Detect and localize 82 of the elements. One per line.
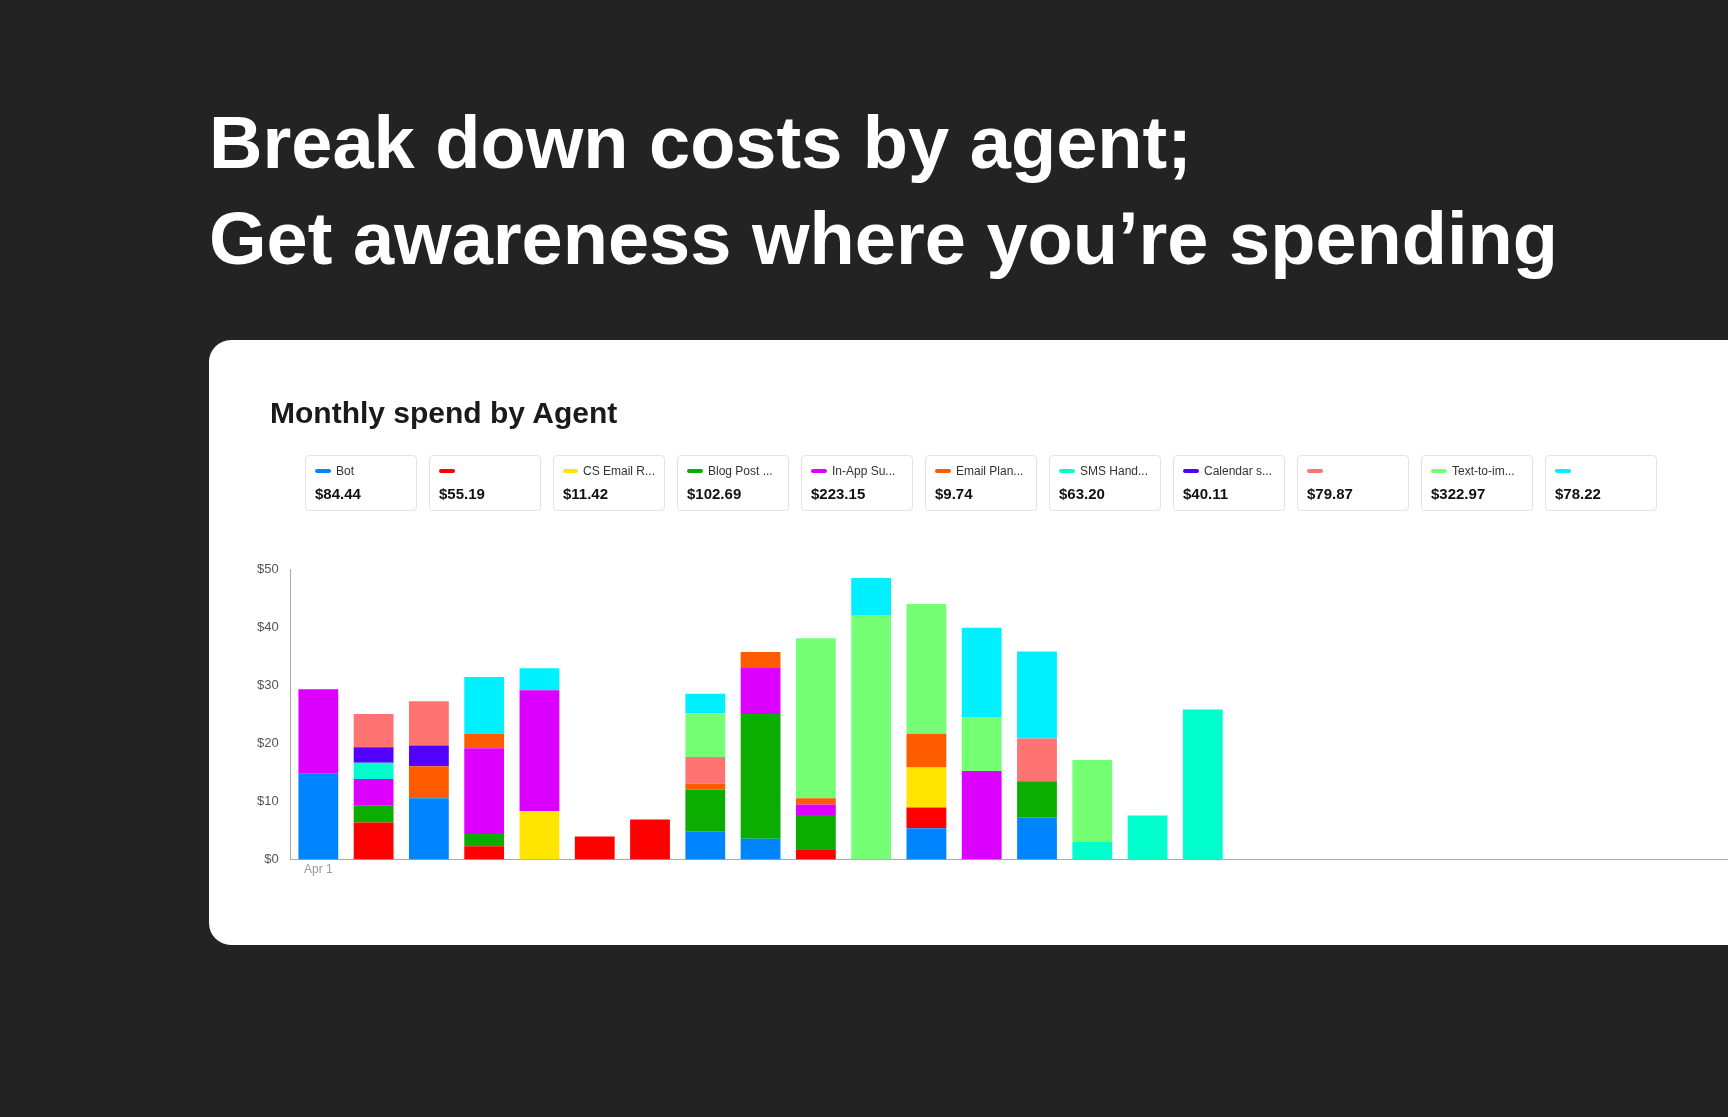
bar — [740, 667, 781, 715]
legend-label: In-App Su... — [832, 464, 896, 478]
bar — [685, 693, 726, 714]
bar — [961, 770, 1002, 860]
text: $223.15 — [811, 485, 867, 502]
bar — [1182, 709, 1223, 860]
y-tick-label: $50 — [256, 561, 279, 577]
bar — [1127, 815, 1168, 860]
bar — [353, 762, 394, 780]
bar — [408, 745, 449, 767]
bar — [353, 822, 394, 860]
bar — [464, 748, 505, 835]
text: $55.19 — [439, 485, 486, 502]
bar — [1072, 841, 1113, 860]
bar — [353, 747, 394, 763]
bar — [574, 836, 615, 860]
bar — [685, 789, 726, 832]
bar — [1017, 781, 1057, 818]
bar — [685, 713, 726, 758]
bar — [1017, 738, 1057, 782]
text: $63.20 — [1059, 485, 1106, 502]
bar — [851, 615, 892, 860]
y-tick-label: $10 — [256, 793, 279, 809]
bar — [851, 577, 892, 616]
y-tick-label: $20 — [256, 735, 279, 751]
bar — [795, 804, 836, 815]
bar — [464, 846, 505, 860]
bar — [519, 690, 560, 811]
bar — [906, 733, 947, 768]
bar — [408, 798, 449, 860]
legend-label: Blog Post ... — [708, 464, 773, 478]
text: $322.97 — [1431, 485, 1487, 502]
bar — [961, 627, 1002, 718]
text: $11.42 — [563, 485, 610, 502]
bar — [408, 701, 449, 746]
bar — [298, 689, 339, 774]
chart-subtitle: Monthly spend by Agent — [270, 396, 618, 430]
y-tick-label: $40 — [256, 619, 279, 635]
bar — [1072, 759, 1113, 842]
text: $9.74 — [935, 485, 974, 502]
text: $79.87 — [1307, 485, 1354, 502]
bar — [906, 807, 947, 829]
bar — [353, 714, 394, 748]
bar — [1017, 817, 1057, 860]
bar — [795, 814, 836, 850]
bar — [740, 838, 781, 860]
y-tick-label: $0 — [264, 851, 279, 867]
bar — [519, 810, 560, 860]
bar — [298, 773, 339, 860]
text: $78.22 — [1555, 485, 1602, 502]
text: $84.44 — [315, 485, 362, 502]
y-tick-label: $30 — [256, 677, 279, 693]
bar — [795, 798, 836, 805]
text: $102.69 — [687, 485, 743, 502]
x-tick-label: Apr 1 — [303, 862, 333, 877]
bar — [795, 638, 836, 799]
chart-title: Break down costs by agent; Get awareness where you’re spending — [209, 100, 1558, 282]
legend-label: Email Plan... — [956, 464, 1024, 478]
bar — [1017, 651, 1057, 739]
bar — [961, 717, 1002, 771]
bar — [685, 831, 726, 860]
bar — [464, 834, 505, 847]
bar — [685, 757, 726, 784]
bar — [740, 652, 781, 668]
legend-label: SMS Hand... — [1080, 464, 1149, 478]
bar — [464, 677, 505, 734]
bar — [906, 767, 947, 808]
legend-label: Text-to-im... — [1452, 464, 1515, 478]
bar — [906, 604, 947, 734]
legend-label: Bot — [336, 464, 355, 478]
bar — [519, 668, 560, 691]
bar — [353, 779, 394, 806]
bar — [353, 805, 394, 823]
bar — [795, 849, 836, 860]
bar — [906, 828, 947, 860]
bar — [464, 733, 505, 749]
bar — [630, 819, 670, 860]
bar — [408, 766, 449, 799]
legend-label: CS Email R... — [582, 464, 655, 478]
text: $40.11 — [1183, 485, 1230, 502]
bar — [740, 714, 781, 839]
legend-label: Calendar s... — [1204, 464, 1273, 478]
